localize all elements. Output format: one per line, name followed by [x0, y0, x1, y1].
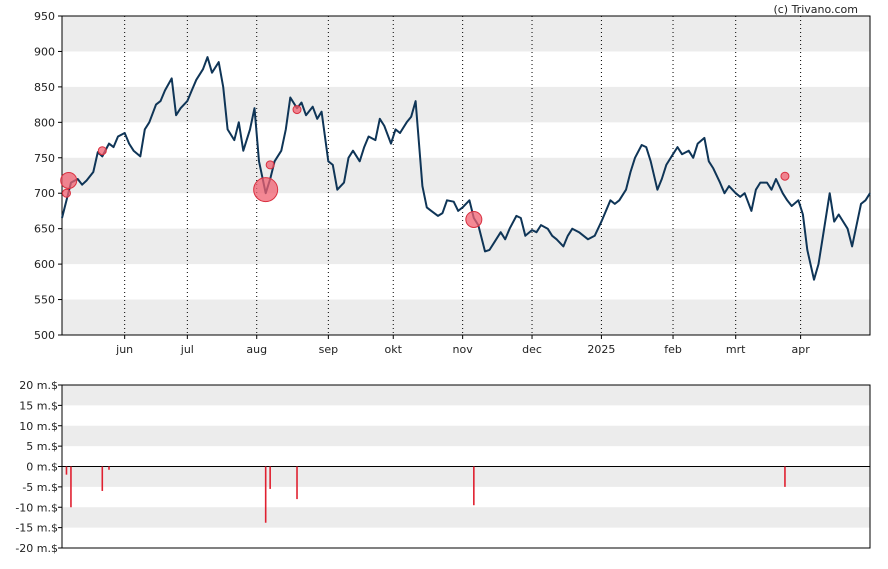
volume-grid-band: [62, 425, 870, 447]
volume-y-tick-label: 5 m.$: [26, 440, 58, 453]
x-tick-label: okt: [385, 343, 403, 356]
y-tick-label: 700: [34, 187, 55, 200]
y-tick-label: 800: [34, 116, 55, 129]
y-tick-label: 850: [34, 81, 55, 94]
credit-text: (c) Trivano.com: [773, 3, 858, 16]
volume-y-tick-label: -5 m.$: [22, 481, 58, 494]
event-marker: [292, 105, 302, 115]
volume-y-tick-label: -20 m.$: [15, 542, 58, 555]
x-tick-label: jul: [180, 343, 194, 356]
x-tick-label: apr: [791, 343, 810, 356]
y-tick-label: 750: [34, 152, 55, 165]
volume-frame: [61, 384, 871, 549]
volume-grid-band: [62, 507, 870, 528]
price-grid-band: [62, 228, 870, 265]
event-marker: [253, 177, 279, 203]
y-tick-label: 900: [34, 45, 55, 58]
price-series-line: [61, 56, 871, 281]
x-tick-label: dec: [522, 343, 542, 356]
event-marker: [265, 160, 275, 170]
event-marker: [780, 171, 790, 181]
y-tick-label: 600: [34, 258, 55, 271]
price-panel: jun jul aug sep okt nov dec 2025 feb mrt apr 500 550…: [34, 10, 871, 356]
x-tick-label: mrt: [726, 343, 746, 356]
y-tick-label: 550: [34, 294, 55, 307]
volume-y-tick-label: 10 m.$: [19, 420, 58, 433]
volume-y-tick-label: 15 m.$: [19, 399, 58, 412]
x-tick-label: jun: [115, 343, 133, 356]
y-tick-label: 650: [34, 223, 55, 236]
volume-y-tick-label: -15 m.$: [15, 522, 58, 535]
volume-y-tick-label: 20 m.$: [19, 379, 58, 392]
x-tick-label: nov: [453, 343, 474, 356]
volume-panel: 20 m.$ 15 m.$ 10 m.$ 5 m.$ 0 m.$ -5 m.$ -10 m.…: [15, 379, 871, 555]
x-tick-label: feb: [664, 343, 682, 356]
y-tick-label: 950: [34, 10, 55, 23]
price-grid-band: [62, 16, 870, 52]
price-grid-band: [62, 157, 870, 194]
event-marker: [465, 210, 483, 228]
volume-y-tick-label: 0 m.$: [26, 461, 58, 474]
x-tick-label: aug: [246, 343, 267, 356]
volume-grid-band: [62, 385, 870, 406]
price-grid-band: [62, 299, 870, 335]
volume-grid-band: [62, 466, 870, 487]
event-marker: [61, 188, 71, 198]
volume-y-tick-label: -10 m.$: [15, 501, 58, 514]
y-tick-label: 500: [34, 329, 55, 342]
event-marker: [60, 171, 78, 189]
x-tick-label: sep: [319, 343, 338, 356]
event-marker: [97, 146, 107, 156]
x-tick-label: 2025: [587, 343, 615, 356]
